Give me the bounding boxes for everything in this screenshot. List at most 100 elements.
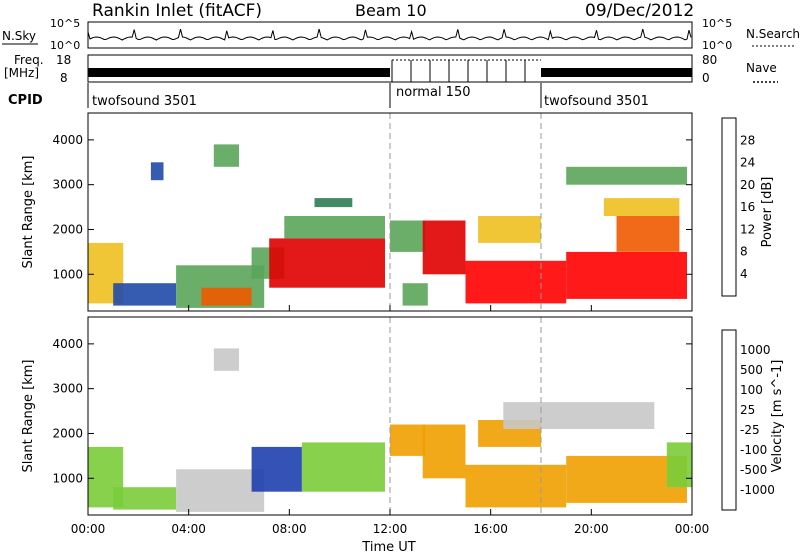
- ytick-label-1: 2000: [52, 222, 83, 236]
- echo-region-10: [390, 220, 426, 252]
- echo-region-2: [150, 162, 164, 181]
- echo-region-4: [201, 287, 252, 306]
- colorbar-tick-1: 500: [740, 363, 763, 377]
- beam-label: Beam 10: [355, 1, 427, 20]
- echo-region-1: [113, 487, 177, 510]
- echo-region-13: [465, 260, 567, 304]
- echo-region-8: [465, 464, 567, 508]
- echo-region-5: [213, 144, 239, 167]
- colorbar-tick-2: 12: [740, 222, 755, 236]
- xtick-label-2: 08:00: [272, 522, 307, 536]
- noise-right-tick-bottom: 10^0: [702, 39, 732, 52]
- velocity-panel: 1000 2000 3000 4000 00:00 04:00 08:00 12:00 16:…: [21, 305, 709, 554]
- noise-tick-top: 10^5: [50, 17, 80, 30]
- ytick-label-3: 4000: [52, 337, 83, 351]
- date-label: 09/Dec/2012: [585, 1, 694, 21]
- colorbar-tick-0: 1000: [740, 343, 771, 357]
- cpid-segment-2: normal 150: [396, 85, 471, 100]
- xtick-label-1: 04:00: [171, 522, 206, 536]
- noise-panel: N.Sky 10^5 10^0 10^5 10^0 N.Search: [2, 17, 800, 52]
- time-xaxis: 00:00 04:00 08:00 12:00 16:00 20:00 00:00: [71, 305, 710, 536]
- noise-trace: [87, 28, 692, 41]
- xtick-label-4: 16:00: [473, 522, 508, 536]
- echo-region-14: [478, 216, 541, 243]
- freq-tick-top: 18: [56, 53, 71, 67]
- nsearch-label: N.Search: [746, 27, 800, 41]
- cpid-row: CPID twofsound 3501 normal 150 twofsound…: [8, 83, 649, 109]
- echo-region-15: [566, 251, 687, 299]
- colorbar-tick-2: 100: [740, 383, 763, 397]
- ytick-label-0: 1000: [52, 267, 83, 281]
- colorbar-tick-6: -500: [740, 463, 767, 477]
- echo-region-16: [616, 216, 680, 252]
- echo-region-7: [269, 238, 385, 288]
- xtick-label-0: 00:00: [71, 522, 106, 536]
- colorbar-tick-7: -1000: [740, 483, 775, 497]
- ytick-label-0: 1000: [52, 471, 83, 485]
- velocity-colorbar-label: Velocity [m s^-1]: [770, 360, 785, 473]
- nsky-label: N.Sky: [2, 29, 36, 43]
- ytick-label-3: 4000: [52, 133, 83, 147]
- freq-label: Freq.: [14, 53, 44, 67]
- power-gridlines: [389, 113, 542, 311]
- echo-region-7: [422, 424, 466, 479]
- power-ylabel: Slant Range [km]: [21, 156, 36, 269]
- freq-trace: [88, 59, 692, 82]
- echo-region-12: [422, 220, 466, 275]
- ytick-label-2: 3000: [52, 382, 83, 396]
- echo-region-17: [603, 198, 680, 216]
- echo-region-3: [213, 348, 239, 371]
- nave-tick-top: 80: [702, 53, 717, 67]
- xtick-label-3: 12:00: [373, 522, 408, 536]
- time-xlabel: Time UT: [361, 540, 415, 554]
- noise-tick-bottom: 10^0: [50, 39, 80, 52]
- power-panel: 1000 2000 3000 4000 Slant Range [km]: [21, 112, 693, 312]
- colorbar-frame: [721, 117, 737, 297]
- echo-region-8: [284, 216, 385, 239]
- colorbar-tick-4: 20: [740, 178, 755, 192]
- xtick-label-6: 00:00: [675, 522, 710, 536]
- velocity-colorbar: Velocity [m s^-1] 1000 500 100 25 -25 -100 -50…: [721, 329, 785, 511]
- nave-tick-bottom: 0: [702, 71, 710, 85]
- colorbar-tick-5: -100: [740, 443, 767, 457]
- power-colorbar-label: Power [dB]: [760, 177, 775, 248]
- colorbar-tick-3: 16: [740, 200, 755, 214]
- power-yaxis: 1000 2000 3000 4000: [52, 133, 692, 281]
- freq-panel: Freq. [MHz] 18 8 80 0 Nave: [4, 53, 778, 85]
- colorbar-tick-3: 25: [740, 403, 755, 417]
- colorbar-frame: [721, 329, 737, 511]
- freq-bar-segment-1: [88, 68, 390, 77]
- ytick-label-2: 3000: [52, 178, 83, 192]
- echo-region-5: [301, 442, 385, 492]
- echo-region-18: [566, 166, 687, 185]
- echo-region-11: [402, 283, 428, 306]
- velocity-gridlines: [389, 317, 542, 515]
- echo-region-2: [176, 469, 265, 512]
- velocity-ylabel: Slant Range [km]: [21, 360, 36, 473]
- echo-region-6: [390, 424, 426, 456]
- freq-unit-label: [MHz]: [4, 66, 39, 80]
- velocity-data: [88, 348, 692, 512]
- cpid-segment-1: twofsound 3501: [92, 94, 197, 109]
- nave-label: Nave: [746, 61, 777, 75]
- station-title: Rankin Inlet (fitACF): [92, 1, 262, 21]
- freq-bar-segment-2: [541, 68, 692, 77]
- velocity-yaxis: 1000 2000 3000 4000: [52, 337, 692, 485]
- noise-sky-line: [87, 28, 692, 41]
- freq-tick-bottom: 8: [60, 71, 68, 85]
- colorbar-tick-4: -25: [740, 423, 760, 437]
- colorbar-tick-1: 8: [740, 245, 748, 259]
- echo-region-9: [314, 198, 353, 208]
- echo-region-12: [666, 442, 692, 488]
- colorbar-tick-5: 24: [740, 156, 755, 170]
- echo-region-4: [251, 446, 302, 492]
- colorbar-tick-0: 4: [740, 267, 748, 281]
- echo-region-10: [503, 402, 655, 429]
- power-data: [88, 144, 687, 308]
- noise-right-tick-top: 10^5: [702, 17, 732, 30]
- ytick-label-1: 2000: [52, 426, 83, 440]
- colorbar-tick-6: 28: [740, 133, 755, 147]
- echo-region-1: [113, 283, 177, 306]
- xtick-label-5: 20:00: [574, 522, 609, 536]
- power-colorbar: Power [dB] 4 8 12 16 20 24 28: [721, 117, 775, 297]
